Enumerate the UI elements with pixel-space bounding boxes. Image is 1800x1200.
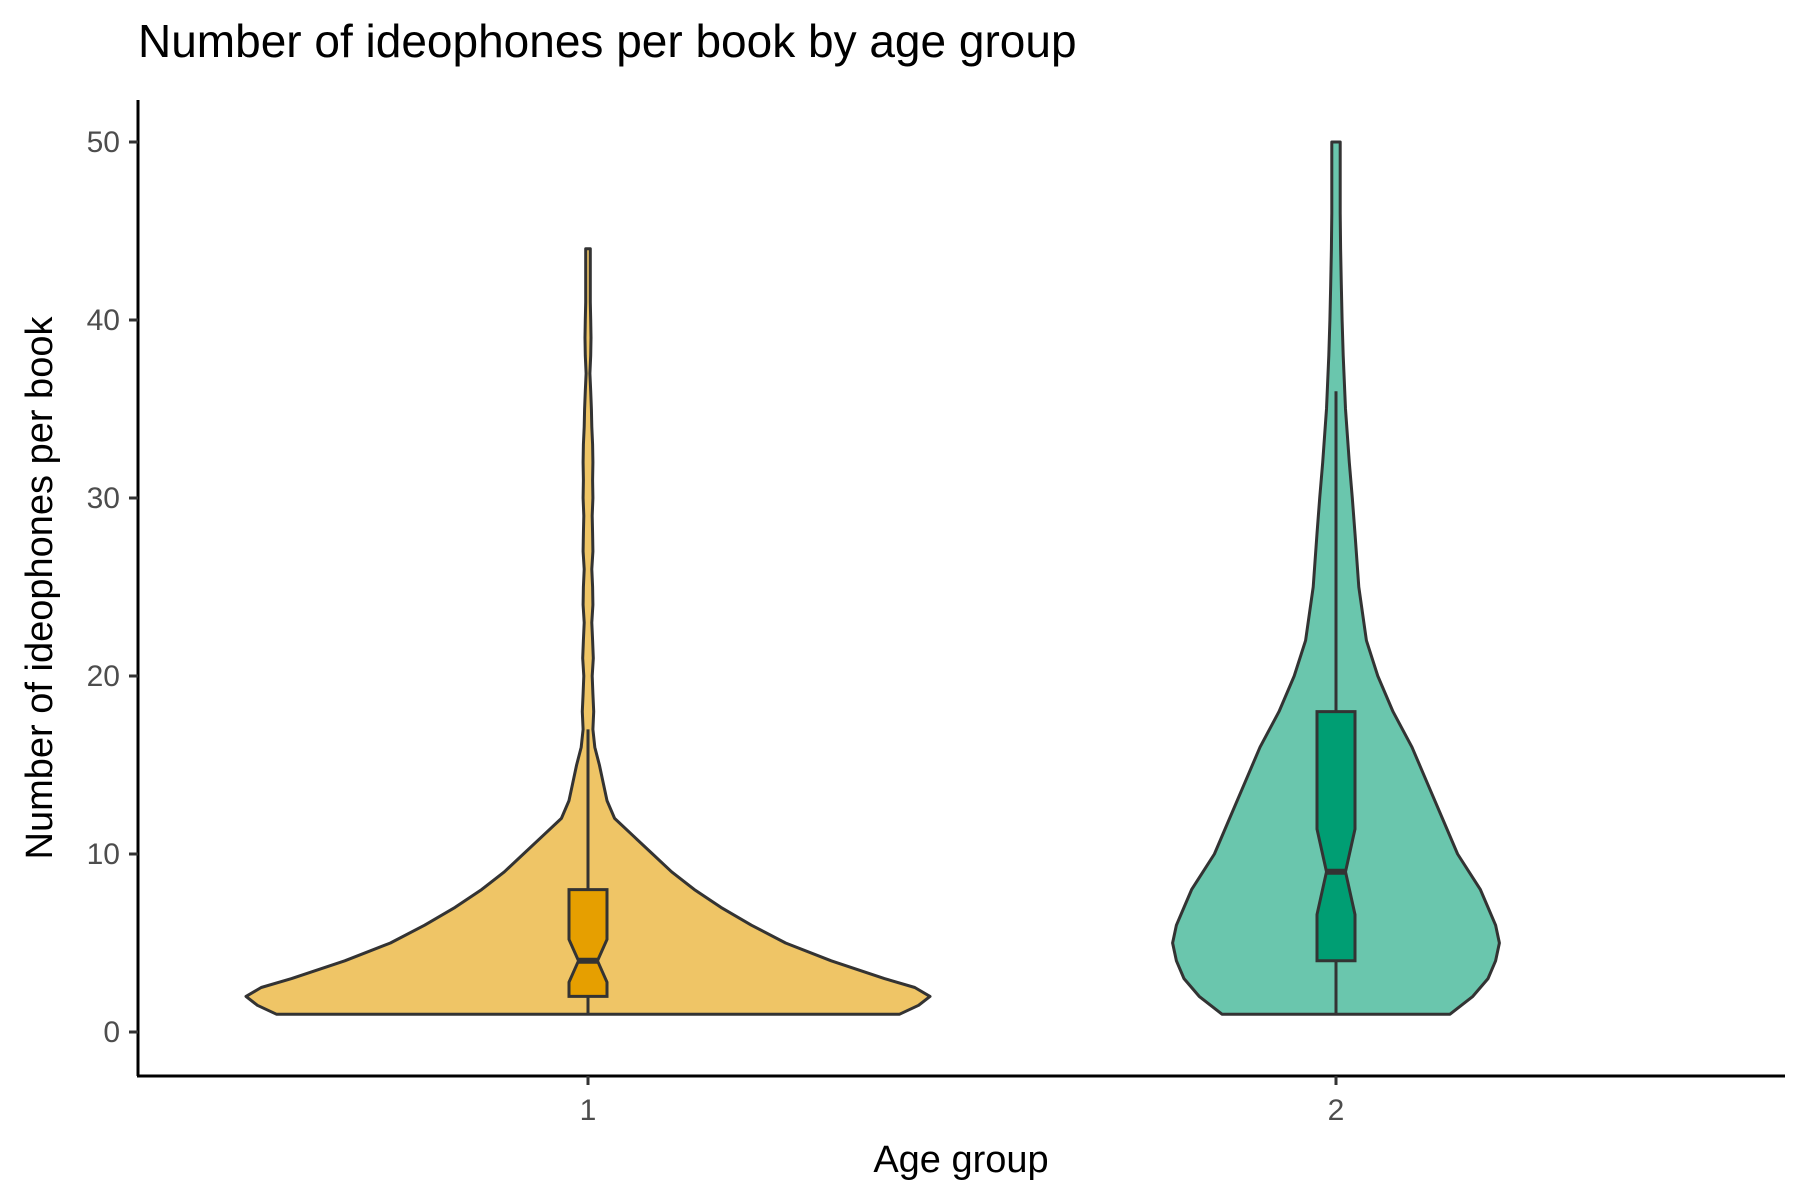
y-tick-label: 30 xyxy=(87,482,120,515)
violins-layer xyxy=(244,140,1501,1016)
y-tick-label: 40 xyxy=(87,304,120,337)
y-tick-label: 50 xyxy=(87,126,120,159)
boxes-layer xyxy=(567,391,1357,1015)
chart-title: Number of ideophones per book by age gro… xyxy=(138,15,1077,67)
y-tick-label: 10 xyxy=(87,838,120,871)
y-tick-label: 20 xyxy=(87,660,120,693)
x-axis-title: Age group xyxy=(873,1139,1048,1181)
violin-group-1 xyxy=(244,247,932,1016)
y-tick-label: 0 xyxy=(103,1016,120,1049)
box-group-1 xyxy=(567,888,609,998)
y-ticks: 0 10 20 30 40 50 xyxy=(87,126,138,1049)
x-tick-label: 1 xyxy=(580,1094,597,1127)
y-axis-title: Number of ideophones per book xyxy=(19,316,61,860)
box-group-2 xyxy=(1315,710,1357,963)
x-tick-label: 2 xyxy=(1328,1094,1345,1127)
